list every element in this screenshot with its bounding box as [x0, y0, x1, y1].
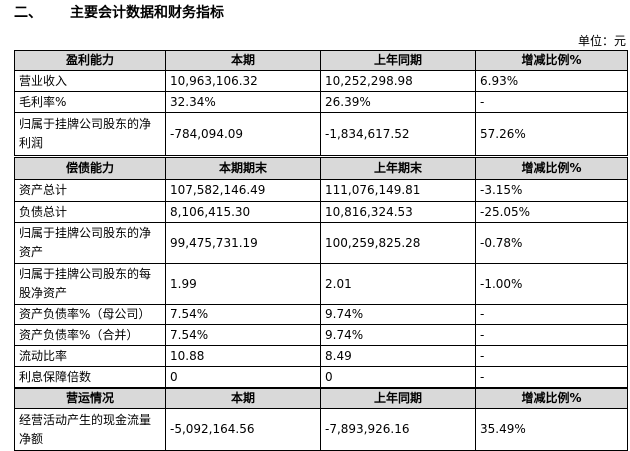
cell: 营业收入	[14, 70, 166, 92]
data-row: 毛利率% 32.34% 26.39% -	[14, 91, 628, 113]
cell: -	[475, 324, 628, 346]
cell: 1.99	[165, 263, 321, 305]
section-number: 二、	[14, 5, 42, 21]
cell: 资产负债率%（母公司）	[14, 304, 166, 325]
cell: 0	[320, 366, 476, 388]
cell: 57.26%	[475, 112, 628, 156]
cell: 10.88	[165, 345, 321, 367]
cell: -	[475, 304, 628, 325]
cell: 增减比例%	[475, 388, 628, 409]
data-row: 归属于挂牌公司股东的每股净资产 1.99 2.01 -1.00%	[14, 263, 628, 305]
cell: 7.54%	[165, 324, 321, 346]
cell: 归属于挂牌公司股东的净利润	[14, 112, 166, 156]
cell: 偿债能力	[14, 157, 166, 180]
cell: 本期	[165, 50, 321, 71]
data-row: 资产负债率%（合并） 7.54% 9.74% -	[14, 324, 628, 346]
data-row: 流动比率 10.88 8.49-	[14, 345, 628, 367]
cell: 利息保障倍数	[14, 366, 166, 388]
cell: -	[475, 345, 628, 367]
data-row: 资产总计 107,582,146.49 111,076,149.81 -3.15%	[14, 179, 628, 202]
cell: -1.00%	[475, 263, 628, 305]
cell: 本期期末	[165, 157, 321, 180]
cell: 上年同期	[320, 50, 476, 71]
data-row: 经营活动产生的现金流量净额 -5,092,164.56 -7,893,926.16 3…	[14, 408, 628, 451]
cell: 8,106,415.30	[165, 201, 321, 223]
cell: 增减比例%	[475, 157, 628, 180]
cell: 资产负债率%（合并）	[14, 324, 166, 346]
cell: 10,252,298.98	[320, 70, 476, 92]
cell: -25.05%	[475, 201, 628, 223]
cell: 32.34%	[165, 91, 321, 113]
section-title: 主要会计数据和财务指标	[70, 5, 224, 21]
data-row: 利息保障倍数 0 0-	[14, 366, 628, 388]
header-row: 偿债能力 本期期末 上年期末 增减比例%	[14, 157, 628, 180]
data-row: 营业收入 10,963,106.32 10,252,298.98 6.93%	[14, 70, 628, 92]
cell: 111,076,149.81	[320, 179, 476, 202]
cell: -7,893,926.16	[320, 408, 476, 451]
cell: 毛利率%	[14, 91, 166, 113]
cell: 经营活动产生的现金流量净额	[14, 408, 166, 451]
cell: 107,582,146.49	[165, 179, 321, 202]
cell: -784,094.09	[165, 112, 321, 156]
cell: 归属于挂牌公司股东的净资产	[14, 222, 166, 264]
cell: -3.15%	[475, 179, 628, 202]
data-row: 归属于挂牌公司股东的净资产 99,475,731.19 100,259,825.28…	[14, 222, 628, 264]
cell: 盈利能力	[14, 50, 166, 71]
cell: -	[475, 366, 628, 388]
data-row: 负债总计 8,106,415.30 10,816,324.53 -25.05%	[14, 201, 628, 223]
cell: 流动比率	[14, 345, 166, 367]
cell: -5,092,164.56	[165, 408, 321, 451]
cell: 归属于挂牌公司股东的每股净资产	[14, 263, 166, 305]
cell: 7.54%	[165, 304, 321, 325]
header-row: 营运情况 本期 上年同期 增减比例%	[14, 388, 628, 409]
header-row: 盈利能力 本期 上年同期 增减比例%	[14, 50, 628, 71]
cell: 10,963,106.32	[165, 70, 321, 92]
data-row: 资产负债率%（母公司） 7.54% 9.74% -	[14, 304, 628, 325]
cell: 6.93%	[475, 70, 628, 92]
cell: 上年期末	[320, 157, 476, 180]
cell: 营运情况	[14, 388, 166, 409]
cell: 2.01	[320, 263, 476, 305]
cell: 本期	[165, 388, 321, 409]
cell: 99,475,731.19	[165, 222, 321, 264]
cell: 上年同期	[320, 388, 476, 409]
cell: 35.49%	[475, 408, 628, 451]
data-table: 营运情况 本期 上年同期 增减比例% 经营活动产生的现金流量净额 -5,092,164.5…	[14, 388, 628, 451]
cell: 增减比例%	[475, 50, 628, 71]
cell: 8.49	[320, 345, 476, 367]
data-table: 盈利能力 本期 上年同期 增减比例% 营业收入 10,963,106.32 10,252,2…	[14, 50, 628, 156]
cell: 0	[165, 366, 321, 388]
data-table: 偿债能力 本期期末 上年期末 增减比例% 资产总计 107,582,146.49 111,0…	[14, 157, 628, 388]
cell: 100,259,825.28	[320, 222, 476, 264]
cell: 9.74%	[320, 324, 476, 346]
cell: 资产总计	[14, 179, 166, 202]
cell: -1,834,617.52	[320, 112, 476, 156]
cell: 26.39%	[320, 91, 476, 113]
cell: 负债总计	[14, 201, 166, 223]
cell: -0.78%	[475, 222, 628, 264]
unit-label: 单位：元	[577, 34, 626, 48]
cell: 9.74%	[320, 304, 476, 325]
cell: -	[475, 91, 628, 113]
cell: 10,816,324.53	[320, 201, 476, 223]
data-row: 归属于挂牌公司股东的净利润 -784,094.09 -1,834,617.52 57.…	[14, 112, 628, 156]
